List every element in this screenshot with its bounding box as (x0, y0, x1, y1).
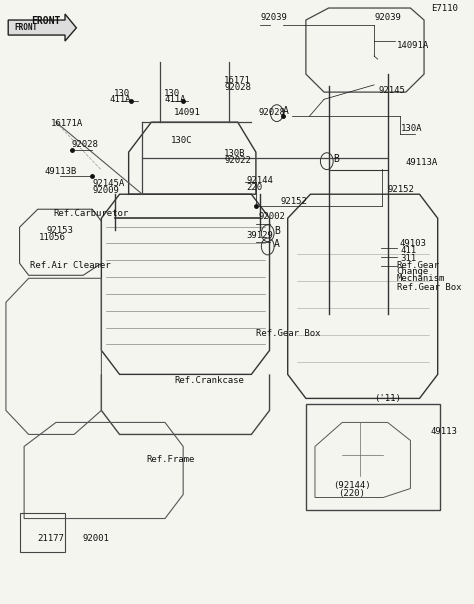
Text: FRONT: FRONT (14, 23, 37, 32)
Text: 16171: 16171 (224, 76, 251, 85)
Text: 411A: 411A (109, 95, 131, 104)
Text: Ref.Air Cleaner: Ref.Air Cleaner (29, 262, 110, 271)
Text: 21177: 21177 (37, 533, 64, 542)
Text: Ref.Frame: Ref.Frame (146, 455, 194, 464)
Text: 16171A: 16171A (50, 119, 83, 128)
Text: 92145A: 92145A (92, 179, 125, 188)
Text: Ref.Gear Box: Ref.Gear Box (256, 329, 320, 338)
Text: 49113: 49113 (431, 426, 458, 435)
Text: 92028: 92028 (258, 108, 285, 117)
Text: (92144): (92144) (333, 481, 371, 490)
Text: 92144: 92144 (247, 176, 273, 185)
Text: 130A: 130A (401, 124, 423, 133)
Text: B: B (274, 226, 280, 236)
Text: A: A (283, 106, 289, 116)
Text: A: A (274, 239, 280, 249)
Text: 14091A: 14091A (397, 41, 429, 50)
Text: 220: 220 (247, 184, 263, 193)
Text: 92145: 92145 (379, 86, 405, 95)
Text: 411: 411 (401, 246, 417, 255)
Text: 11056: 11056 (39, 233, 65, 242)
Text: Ref.Carburetor: Ref.Carburetor (54, 209, 129, 218)
Text: 92002: 92002 (258, 212, 285, 221)
Text: 49113A: 49113A (406, 158, 438, 167)
Text: 92022: 92022 (224, 156, 251, 165)
Text: 92152: 92152 (388, 185, 415, 194)
Text: 92039: 92039 (374, 13, 401, 22)
Text: 49113B: 49113B (45, 167, 77, 176)
Text: 130B: 130B (224, 149, 246, 158)
Text: 92028: 92028 (72, 140, 99, 149)
Polygon shape (8, 14, 76, 41)
Text: 92039: 92039 (260, 13, 287, 22)
Text: FRONT: FRONT (31, 16, 60, 26)
Text: 311: 311 (401, 254, 417, 263)
Text: E7110: E7110 (431, 4, 458, 13)
Text: Change: Change (397, 268, 429, 277)
Text: 49103: 49103 (399, 239, 426, 248)
Text: 130: 130 (114, 89, 130, 98)
Text: Ref.Gear Box: Ref.Gear Box (397, 283, 461, 292)
Text: 92152: 92152 (281, 198, 308, 206)
Text: 130: 130 (164, 89, 180, 98)
Bar (306, 405, 440, 510)
Text: 92153: 92153 (47, 226, 74, 235)
Text: Ref.Crankcase: Ref.Crankcase (174, 376, 244, 385)
Bar (19, 513, 65, 551)
Text: 92009: 92009 (92, 187, 119, 196)
Text: 14091: 14091 (174, 108, 201, 117)
Text: 130C: 130C (171, 136, 192, 145)
Text: Ref.Gear: Ref.Gear (397, 261, 440, 270)
Text: 39129: 39129 (247, 231, 273, 240)
Text: (220): (220) (337, 489, 365, 498)
Text: 411A: 411A (164, 95, 186, 104)
Text: B: B (333, 154, 339, 164)
Text: 92001: 92001 (82, 533, 109, 542)
Text: 92028: 92028 (224, 83, 251, 92)
Text: ('11): ('11) (374, 394, 401, 403)
Text: Mechanism: Mechanism (397, 274, 445, 283)
